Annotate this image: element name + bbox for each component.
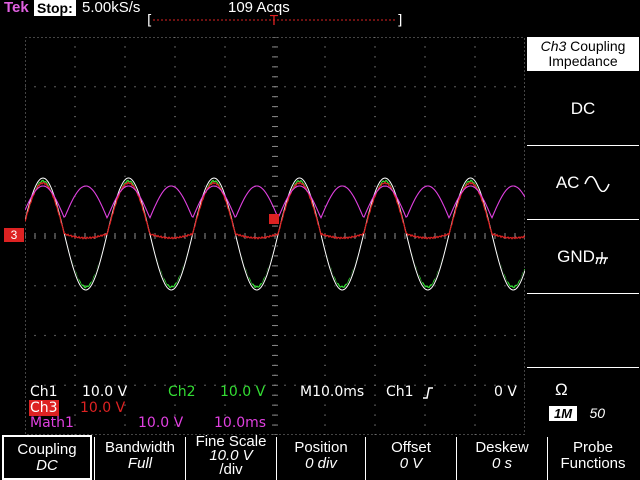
menu-separator: [276, 437, 277, 480]
menu-separator: [94, 437, 95, 480]
math1-label: Math1: [30, 415, 74, 431]
side-title-line2: Impedance: [548, 53, 618, 69]
brand-logo: Tek: [4, 0, 29, 16]
ch2-label: Ch2: [168, 384, 196, 400]
ground-marker-label: 3: [10, 228, 18, 242]
side-menu-title: Ch3 Coupling Impedance: [527, 37, 639, 71]
ch3-scale: 10.0 V: [80, 400, 126, 416]
coupling-menu-value: DC: [36, 457, 58, 474]
status-bar: Tek Stop: 5.00kS/s 109 Acqs [ ] T: [0, 0, 640, 36]
sine-wave-icon: [584, 175, 610, 192]
impedance-label: Ω: [527, 379, 639, 401]
waveforms: [25, 176, 525, 292]
deskew-menu-button[interactable]: Deskew 0 s: [457, 435, 547, 480]
side-menu: Ch3 Coupling Impedance DC AC GND Ω 1M 50: [527, 37, 640, 435]
probe-menu-label: Probe: [572, 439, 614, 456]
deskew-menu-label: Deskew: [475, 439, 529, 456]
fine-scale-menu-label: Fine Scale: [195, 433, 267, 450]
menu-separator: [185, 437, 186, 480]
ch1-scale: 10.0 V: [82, 384, 128, 400]
side-title-channel: Ch3: [540, 38, 567, 54]
trigger-level-marker: [269, 214, 279, 224]
fine-scale-menu-unit: /div: [219, 461, 243, 478]
offset-menu-label: Offset: [391, 439, 431, 456]
ground-reference-marker[interactable]: 3: [4, 228, 24, 242]
position-menu-value: 0 div: [305, 455, 337, 472]
timebase: M10.0ms: [300, 384, 365, 400]
impedance-50-option[interactable]: 50: [589, 405, 606, 421]
bandwidth-menu-label: Bandwidth: [104, 439, 176, 456]
side-divider: [527, 367, 639, 368]
side-divider: [527, 293, 639, 294]
sample-rate: 5.00kS/s: [82, 0, 141, 16]
dc-coupling-button[interactable]: DC: [527, 73, 639, 145]
probe-functions-menu-button[interactable]: Probe Functions: [548, 435, 638, 480]
dc-label: DC: [570, 99, 596, 118]
trigger-source: Ch1: [386, 384, 414, 400]
coupling-menu-button[interactable]: Coupling DC: [2, 435, 92, 480]
waveform-display[interactable]: [25, 37, 525, 435]
menu-separator: [547, 437, 548, 480]
ac-label: AC: [555, 173, 580, 192]
omega-symbol: Ω: [555, 380, 568, 399]
coupling-menu-label: Coupling: [17, 441, 77, 458]
svg-text:[: [: [147, 13, 152, 27]
ch1-label: Ch1: [30, 384, 58, 400]
fine-scale-menu-value: 10.0 V: [209, 447, 253, 464]
trigger-level: 0 V: [494, 384, 517, 400]
fine-scale-menu-button[interactable]: Fine Scale 10.0 V /div: [186, 433, 276, 480]
math1-scale: 10.0 V: [138, 415, 184, 431]
bottom-menu: Coupling DC Bandwidth Full Fine Scale 10…: [0, 433, 640, 480]
bandwidth-menu-button[interactable]: Bandwidth Full: [95, 435, 185, 480]
probe-menu-label2: Functions: [560, 455, 626, 472]
trigger-position-marker: T: [269, 14, 278, 27]
svg-text:]: ]: [397, 13, 402, 27]
impedance-selector[interactable]: 1M 50: [549, 405, 639, 423]
offset-menu-value: 0 V: [399, 455, 423, 472]
deskew-menu-value: 0 s: [491, 455, 512, 472]
impedance-1m-option[interactable]: 1M: [549, 406, 578, 421]
ch3-waveform: [25, 181, 525, 240]
math1-waveform: [25, 185, 525, 219]
side-divider: [527, 145, 639, 146]
position-menu-button[interactable]: Position 0 div: [277, 435, 365, 480]
offset-menu-button[interactable]: Offset 0 V: [366, 435, 456, 480]
side-divider: [527, 219, 639, 220]
side-title-text: Coupling: [570, 38, 626, 54]
ch3-label: Ch3: [29, 400, 59, 416]
bandwidth-menu-value: Full: [127, 455, 153, 472]
gnd-coupling-button[interactable]: GND: [527, 221, 639, 293]
gnd-label: GND: [557, 247, 595, 266]
record-position-bar: [ ] T: [147, 13, 402, 27]
math1-time: 10.0ms: [214, 415, 267, 431]
rising-edge-icon: [423, 387, 433, 399]
ground-icon: [595, 251, 608, 264]
acquisition-count: 109 Acqs: [228, 0, 290, 16]
ac-coupling-button[interactable]: AC: [527, 147, 639, 219]
menu-separator: [365, 437, 366, 480]
position-menu-label: Position: [294, 439, 348, 456]
run-state-badge: Stop:: [34, 0, 76, 16]
menu-separator: [456, 437, 457, 480]
ch2-scale: 10.0 V: [220, 384, 266, 400]
